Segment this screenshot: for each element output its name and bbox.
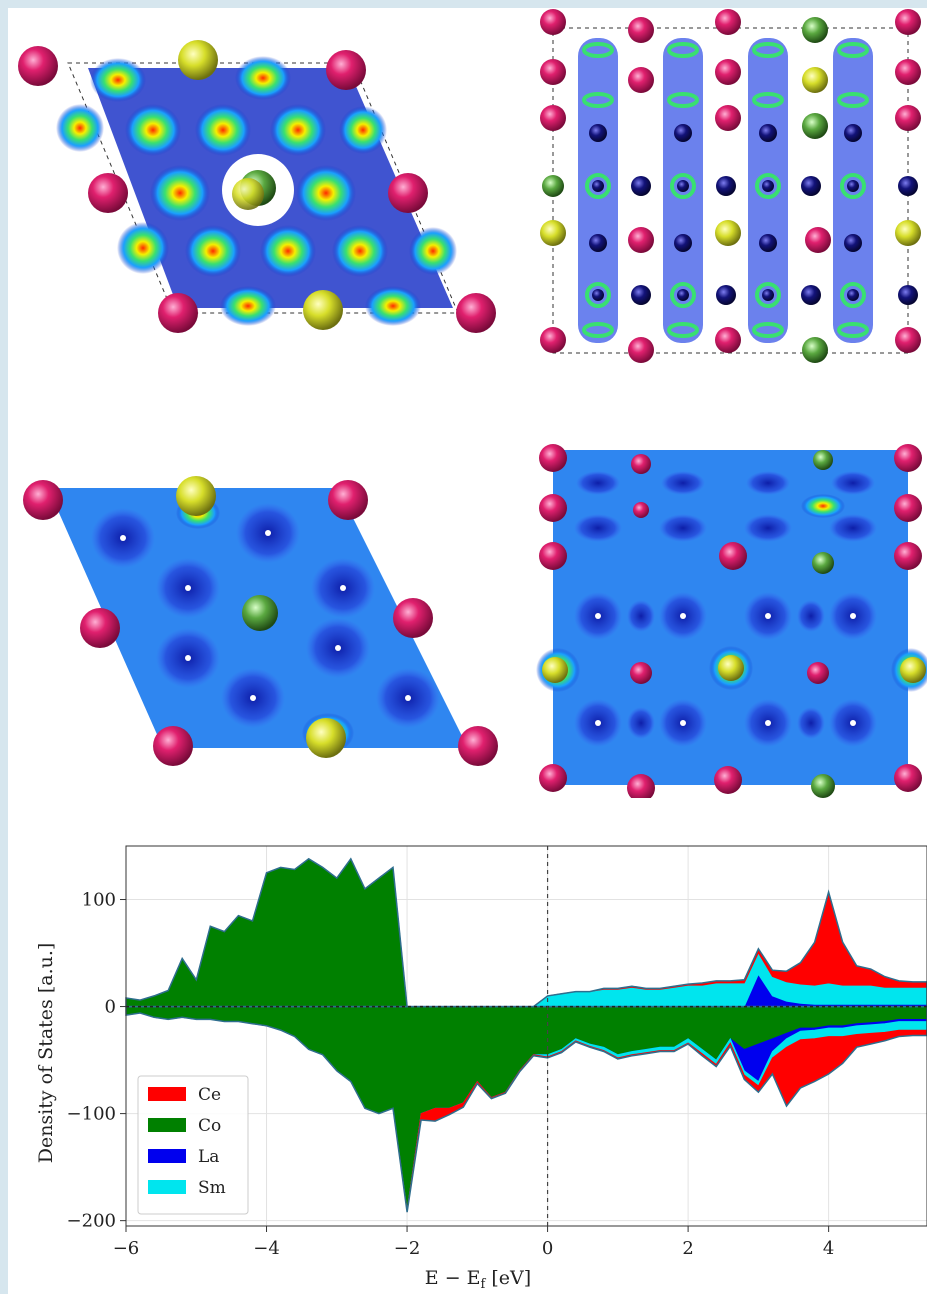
axes: −6 −4 −2 0 2 4 −200 −100 0 100 — [67, 845, 927, 1259]
figure-page: −6 −4 −2 0 2 4 −200 −100 0 100 Ce Co La Sm Density o… — [8, 8, 927, 1294]
legend-swatch-ce — [148, 1087, 186, 1101]
y-tick-label: 0 — [105, 997, 116, 1018]
hexagonal-top-view-contour — [18, 40, 496, 333]
legend-box — [137, 1075, 249, 1215]
y-tick-label: 100 — [82, 890, 116, 911]
legend-swatch-co — [148, 1118, 186, 1132]
y-tick-label: −100 — [67, 1104, 116, 1125]
y-axis-label: Density of States [a.u.] — [35, 943, 57, 1164]
x-tick-label: 2 — [682, 1238, 693, 1259]
x-tick-label: −2 — [394, 1238, 421, 1259]
x-axis-label: E − Ef [eV] — [425, 1267, 531, 1292]
legend-label-ce: Ce — [198, 1085, 221, 1105]
density-of-states-chart: −6 −4 −2 0 2 4 −200 −100 0 100 Ce Co La Sm Density o… — [35, 845, 927, 1292]
plot-frame — [125, 845, 927, 1227]
legend-label-co: Co — [198, 1116, 221, 1136]
legend: Ce Co La Sm — [137, 1075, 249, 1215]
legend-label-sm: Sm — [198, 1178, 226, 1198]
x-tick-label: 0 — [542, 1238, 553, 1259]
x-tick-label: −6 — [113, 1238, 140, 1259]
x-tick-label: 4 — [823, 1238, 834, 1259]
side-view-slice — [536, 444, 927, 798]
legend-swatch-la — [148, 1149, 186, 1163]
x-tick-label: −4 — [253, 1238, 280, 1259]
outline-down — [125, 1005, 927, 1213]
legend-swatch-sm — [148, 1180, 186, 1194]
series-areas — [125, 846, 927, 1226]
y-tick-label: −200 — [67, 1211, 116, 1232]
legend-label-la: La — [198, 1147, 219, 1167]
side-view-contour — [540, 9, 921, 363]
hexagonal-top-view-slice — [23, 476, 498, 766]
